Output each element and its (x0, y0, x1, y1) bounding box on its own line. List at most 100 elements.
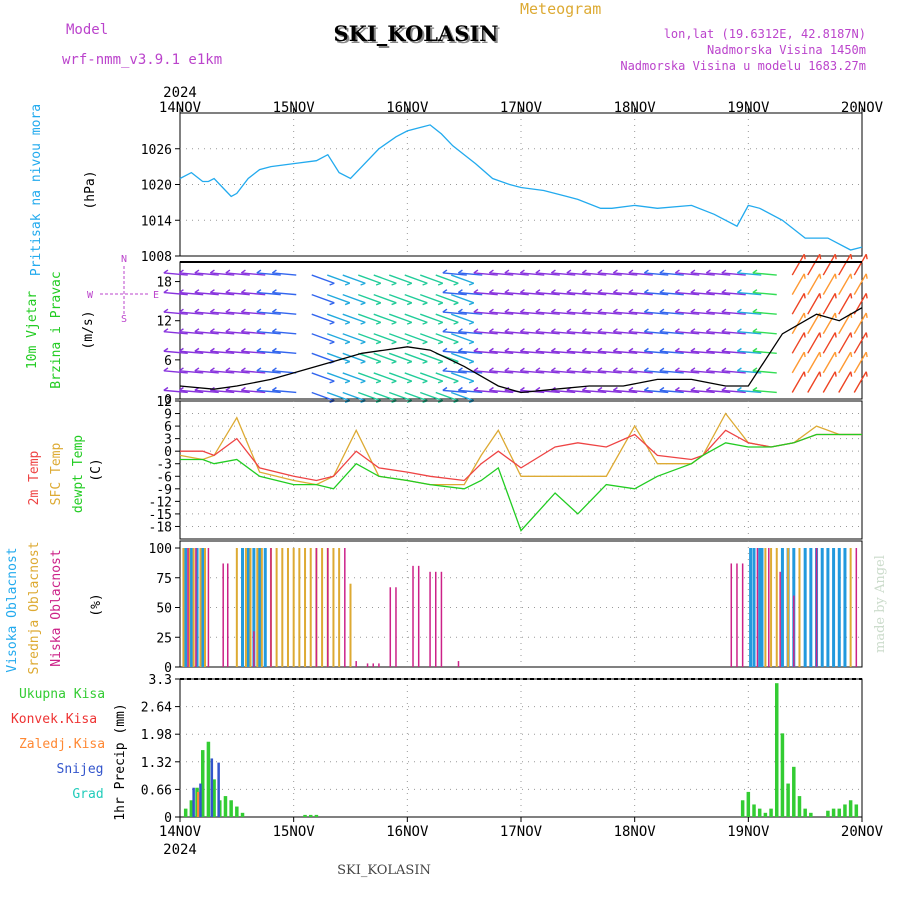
wind-barb (791, 332, 805, 354)
wind-barb-flag (375, 360, 382, 364)
y-tick-label: 1026 (141, 143, 172, 158)
wind-barb-flag (659, 289, 665, 294)
wind-barb (435, 391, 459, 402)
mid-cloud-bar (260, 548, 263, 667)
wind-barb (706, 272, 731, 276)
wind-barb-flag (519, 269, 525, 274)
wind-barb-flag (194, 347, 200, 352)
wind-barb-flag (504, 269, 510, 274)
total-precip-bar (303, 814, 307, 817)
wind-barb-flag (163, 269, 169, 274)
x-tick-label: 15NOV (273, 100, 316, 116)
wind-barb-flag (581, 308, 587, 313)
mid-cloud-bar (775, 548, 778, 667)
wind-barb-flag (178, 308, 184, 313)
high-cloud-bar (843, 548, 847, 667)
wind-barb (535, 330, 560, 335)
wind-barb-flag (344, 282, 351, 286)
wind-barb (644, 370, 669, 374)
high-cloud-bar (803, 548, 807, 667)
wind-barb (442, 272, 467, 276)
y-tick-label: 6 (164, 354, 172, 369)
wind-barb-flag (422, 282, 428, 286)
wind-barb (256, 370, 281, 374)
wind-barb-flag (422, 380, 428, 384)
low-cloud-bar (389, 587, 392, 667)
wind-barb (358, 313, 382, 324)
wind-barb (597, 370, 622, 374)
wind-barb-flag (752, 328, 758, 333)
wind-barb-flag (453, 282, 459, 286)
wind-barb-flag (659, 386, 665, 391)
wind-barb-flag (329, 321, 335, 325)
wind-barb (520, 350, 545, 355)
wind-barb-flag (178, 269, 184, 274)
wind-barb (458, 350, 483, 355)
wind-barb (179, 370, 204, 374)
wind-barb-flag (163, 367, 169, 372)
wind-barb-flag (597, 367, 603, 372)
wind-barb (659, 389, 684, 394)
wind-barb-flag (659, 308, 665, 313)
wind-barb (551, 291, 576, 296)
wind-barb (791, 273, 805, 295)
high-cloud-bar (184, 548, 188, 667)
wind-barb-flag (705, 289, 711, 294)
wind-barb (311, 274, 335, 284)
low-cloud-bar (429, 571, 431, 667)
wind-barb (327, 372, 351, 382)
wind-barb (342, 372, 366, 382)
wind-barb-flag (535, 347, 541, 352)
wind-barb-flag (674, 289, 680, 294)
wind-barb (442, 311, 467, 315)
dewpoint-axis-label: dewpt Temp (71, 435, 86, 513)
mid-cloud-bar (286, 548, 289, 667)
wind-barb (389, 293, 413, 304)
y-tick-label: -12 (149, 495, 172, 510)
high-cloud-bar (749, 548, 753, 667)
wind-barb-flag (566, 289, 572, 294)
wind-barb-flag (597, 328, 603, 333)
wind-barb-flag (628, 367, 634, 372)
wind-barb-flag (457, 347, 463, 352)
wind-barb-flag (194, 289, 200, 294)
wind-barb-flag (442, 308, 448, 313)
wind-barb (737, 311, 762, 315)
wind-barb (241, 330, 266, 335)
total-precip-bar (797, 796, 802, 817)
wind-barb (721, 272, 746, 276)
wind-barb (241, 370, 266, 374)
wind-barb-flag (422, 321, 428, 325)
wind-barb (163, 291, 188, 296)
wind-barb-flag (178, 347, 184, 352)
total-precip-bar (775, 683, 779, 817)
wind-barb-flag (690, 386, 696, 391)
y-tick-label: 18 (156, 276, 172, 291)
wind-barb-flag (597, 347, 603, 352)
wind-barb (807, 293, 821, 315)
wind-barb (179, 350, 204, 355)
wind-axis-label-1: 10m Vjetar (25, 291, 40, 369)
wind-barb-flag (643, 386, 649, 391)
wind-barb (473, 291, 498, 296)
total-precip-bar (240, 812, 245, 817)
wind-barb (225, 350, 250, 355)
wind-barb-flag (752, 347, 758, 352)
mid-cloud-bar (192, 548, 195, 667)
high-cloud-bar (758, 548, 762, 667)
y-tick-label: 3 (164, 433, 172, 448)
wind-barb-flag (612, 308, 618, 313)
wind-barb-flag (690, 347, 696, 352)
wind-barb (535, 311, 560, 315)
low-cloud-bar (270, 548, 272, 667)
wind-barb-flag (581, 289, 587, 294)
wind-barb-flag (194, 367, 200, 372)
wind-barb-flag (850, 254, 853, 260)
pressure-panel: 1008 1014 1020 1026 14NOV 15NOV 16NOV 17NOV 18N… (29, 85, 884, 276)
wind-barb (791, 253, 805, 276)
y-tick-label: -6 (156, 470, 172, 485)
wind-barb (504, 291, 529, 296)
wind-barb (504, 272, 529, 276)
y-tick-label: 6 (164, 420, 172, 435)
wind-barb-flag (834, 293, 837, 299)
